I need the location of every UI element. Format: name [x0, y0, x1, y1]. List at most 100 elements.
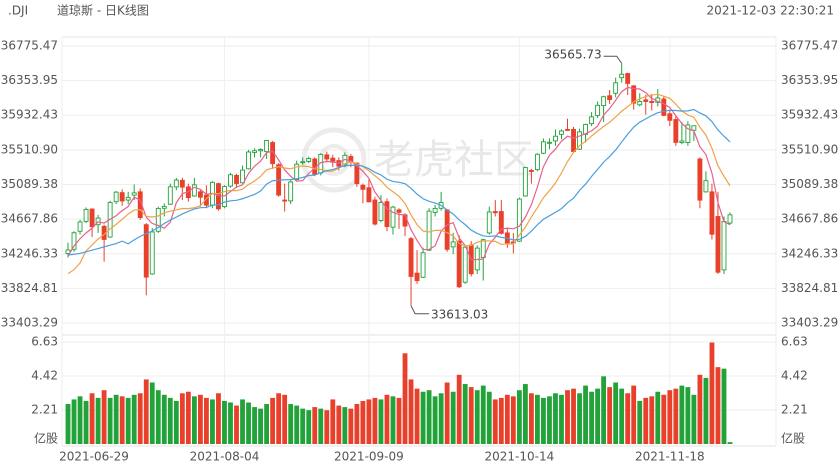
volume-bar [643, 397, 649, 444]
y-tick-label: 35089.38 [781, 177, 838, 191]
moving-average-line [67, 108, 731, 256]
volume-bar [607, 387, 613, 444]
volume-bar [541, 397, 546, 444]
volume-bar [306, 410, 312, 444]
y-tick-label: 35932.43 [1, 108, 58, 122]
y-tick-label: 36775.47 [1, 39, 58, 53]
volume-bar [228, 402, 233, 444]
candle-body [83, 208, 89, 222]
volume-bar [553, 393, 558, 444]
volume-bar [89, 393, 95, 444]
volume-bar [462, 384, 468, 444]
candle-body [673, 119, 679, 143]
volume-bar [577, 393, 582, 444]
volume-bar [408, 379, 414, 444]
volume-bar [715, 367, 721, 444]
volume-bar [631, 385, 637, 444]
candle-body [528, 170, 534, 172]
volume-bar [637, 400, 643, 444]
candle-body [703, 180, 709, 193]
moving-average-line [67, 86, 731, 261]
timestamp: 2021-12-03 22:30:21 [707, 4, 834, 18]
y-tick-label: 35510.90 [781, 142, 838, 156]
volume-bar [456, 374, 462, 444]
volume-bar [492, 399, 498, 444]
volume-bar [191, 396, 197, 444]
volume-bar [137, 393, 143, 444]
candle-body [143, 224, 149, 278]
volume-bar [173, 400, 179, 444]
candle-body [685, 124, 691, 144]
candle-body [71, 232, 77, 250]
volume-bar [727, 442, 733, 444]
candle-body [492, 211, 498, 214]
candle-body [631, 85, 637, 104]
candle-body [113, 191, 119, 203]
volume-bar [131, 394, 137, 444]
volume-bar [468, 387, 474, 444]
candle-body [282, 199, 288, 202]
volume-bar [155, 390, 161, 444]
volume-bar [390, 396, 396, 444]
volume-bar [312, 407, 318, 444]
y-tick-label: 33824.81 [1, 281, 58, 295]
volume-bar [516, 390, 522, 444]
volume-bar [486, 391, 492, 444]
volume-bar [258, 408, 263, 444]
candle-body [167, 186, 173, 205]
candle-body [300, 161, 306, 164]
candle-body [522, 167, 528, 197]
candle-body [324, 154, 330, 160]
volume-bar [571, 388, 576, 444]
candle-body [643, 99, 649, 102]
annotation-leader [410, 305, 430, 315]
volume-bar [438, 393, 444, 444]
candle-body [252, 150, 257, 153]
volume-bar [354, 404, 360, 444]
candle-body [191, 184, 197, 197]
volume-bar [185, 391, 191, 444]
candle-body [613, 82, 619, 94]
candle-body [462, 246, 468, 283]
volume-bar [95, 397, 101, 444]
volume-bar [294, 405, 300, 444]
volume-bar [270, 397, 276, 444]
candle-body [649, 101, 655, 104]
candle-body [456, 240, 462, 288]
y-tick-label: 34246.33 [781, 246, 838, 260]
volume-bar [360, 400, 366, 444]
candle-body [77, 221, 83, 232]
volume-bar [179, 393, 185, 444]
volume-bar [661, 394, 667, 444]
y-tick-label: 35932.43 [781, 108, 838, 122]
volume-bar [595, 388, 601, 444]
chart-title: 道琼斯 - 日K线图 [57, 3, 149, 18]
volume-bar [583, 385, 588, 444]
volume-bar [444, 382, 450, 444]
candle-body [534, 153, 540, 171]
volume-bar [559, 394, 564, 444]
y-tick-label: 34246.33 [1, 246, 58, 260]
volume-tick-label: 6.63 [31, 335, 58, 349]
candle-body [432, 207, 438, 213]
candle-body [119, 192, 125, 202]
candle-body [547, 141, 552, 144]
volume-bar [210, 399, 215, 444]
candle-body [607, 95, 613, 100]
volume-bar [65, 404, 71, 444]
volume-tick-label: 4.42 [31, 369, 58, 383]
candle-body [402, 214, 408, 227]
candle-body [89, 208, 95, 228]
volume-bar [119, 396, 125, 444]
candle-body [679, 140, 685, 144]
volume-bar [649, 396, 655, 444]
annotation: 33613.03 [431, 307, 488, 321]
candle-body [589, 116, 595, 125]
y-tick-label: 35510.90 [1, 142, 58, 156]
candle-body [583, 124, 588, 135]
volume-bar [709, 342, 715, 444]
volume-bar [697, 374, 703, 444]
volume-bar [282, 394, 288, 444]
volume-bar [673, 388, 679, 444]
volume-bar [535, 394, 540, 444]
